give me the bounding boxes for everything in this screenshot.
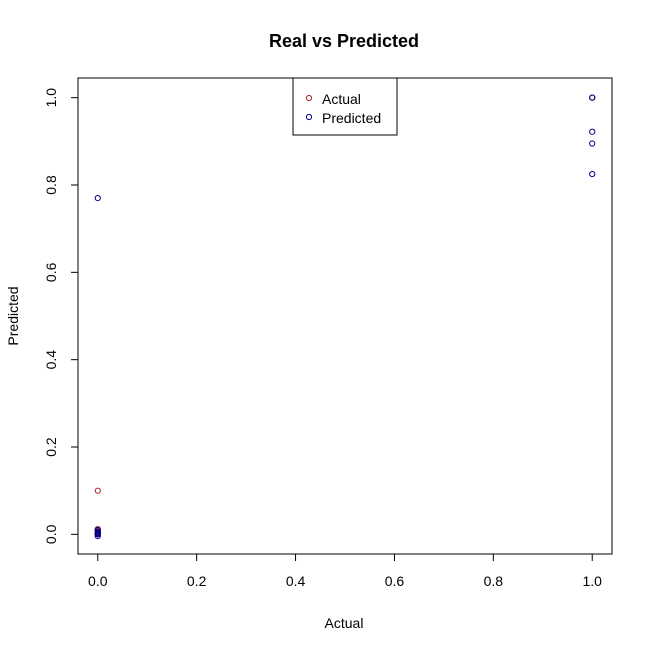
legend-label-predicted: Predicted xyxy=(322,110,381,126)
data-points xyxy=(94,94,596,540)
legend-marker-predicted xyxy=(305,113,313,121)
y-tick-label: 0.4 xyxy=(43,350,59,370)
actual-point xyxy=(94,487,101,494)
predicted-point xyxy=(589,140,596,147)
x-tick-label: 0.6 xyxy=(385,573,405,589)
legend-marker-actual xyxy=(305,94,313,102)
predicted-point xyxy=(589,170,596,178)
y-axis: 0.0 0.2 0.4 0.6 0.8 1.0 xyxy=(43,88,79,544)
predicted-point xyxy=(94,526,101,534)
x-tick-label: 1.0 xyxy=(582,573,602,589)
predicted-point xyxy=(589,128,596,135)
predicted-point xyxy=(94,531,101,538)
legend: Actual Predicted xyxy=(292,77,398,136)
predicted-point xyxy=(589,94,596,101)
predicted-point xyxy=(94,532,101,540)
x-tick-label: 0.2 xyxy=(187,573,207,589)
x-tick-label: 0.0 xyxy=(88,573,108,589)
x-tick-label: 0.8 xyxy=(484,573,504,589)
y-axis-label: Predicted xyxy=(5,286,21,345)
x-tick-label: 0.4 xyxy=(286,573,306,589)
y-tick-label: 0.6 xyxy=(43,262,59,282)
y-tick-label: 0.2 xyxy=(43,437,59,457)
y-tick-label: 0.0 xyxy=(43,524,59,544)
x-axis-label: Actual xyxy=(325,615,364,631)
chart-title: Real vs Predicted xyxy=(269,31,419,51)
legend-label-actual: Actual xyxy=(322,91,361,107)
predicted-point xyxy=(94,194,101,202)
plot-frame xyxy=(77,77,613,555)
y-tick-label: 1.0 xyxy=(43,88,59,108)
legend-box xyxy=(292,77,398,136)
x-axis: 0.0 0.2 0.4 0.6 0.8 1.0 xyxy=(88,553,602,589)
y-tick-label: 0.8 xyxy=(43,175,59,195)
